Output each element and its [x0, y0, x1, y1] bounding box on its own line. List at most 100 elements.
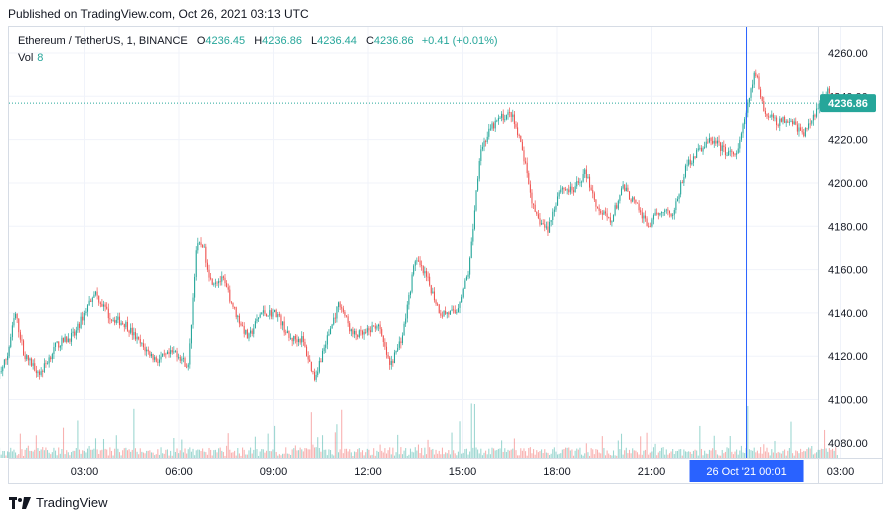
volume-bar — [560, 453, 562, 458]
candle-body — [736, 153, 738, 155]
candle-body — [299, 338, 301, 343]
volume-bar — [178, 453, 180, 458]
candle-body — [654, 212, 656, 216]
volume-bar — [445, 452, 447, 458]
candle-body — [505, 114, 507, 120]
candle-body — [397, 347, 399, 351]
volume-bar — [382, 452, 384, 458]
volume-bar — [641, 454, 643, 458]
candle-body — [152, 354, 154, 360]
candle-body — [636, 202, 639, 204]
volume-bar — [720, 455, 722, 458]
candle-body — [664, 210, 666, 213]
volume-bar — [248, 450, 250, 458]
volume-bar — [205, 452, 207, 458]
volume-bar — [707, 453, 709, 458]
volume-bar — [662, 447, 664, 458]
y-tick-label: 4200.00 — [828, 178, 868, 190]
volume-bar — [768, 452, 770, 458]
chart-frame[interactable] — [8, 26, 883, 484]
volume-bar — [147, 450, 149, 458]
candle-body — [472, 228, 474, 242]
change-value: +0.41 (+0.01%) — [421, 35, 498, 47]
volume-bar — [600, 453, 602, 458]
candle-body — [429, 276, 431, 286]
candle-body — [181, 358, 183, 361]
volume-bar — [521, 450, 523, 458]
candle-body — [686, 164, 688, 166]
volume-bar — [769, 455, 771, 458]
candle-body — [435, 300, 437, 304]
candle-body — [64, 336, 66, 342]
volume-bar — [798, 453, 800, 458]
candle-body — [501, 113, 503, 118]
candle-body — [387, 354, 389, 358]
candle-body — [662, 212, 664, 213]
volume-bar — [771, 449, 773, 458]
candle-body — [453, 309, 455, 311]
volume-bar — [45, 447, 47, 458]
candle-body — [184, 358, 186, 367]
candle-body — [345, 315, 348, 317]
candle-body — [350, 329, 352, 332]
candle-body — [178, 356, 180, 358]
candle-body — [275, 309, 277, 318]
volume-bar — [238, 453, 240, 458]
candle-body — [315, 374, 317, 380]
volume-bar — [171, 455, 173, 458]
volume-bar — [163, 453, 165, 458]
candle-body — [819, 103, 821, 109]
candle-body — [542, 223, 544, 225]
volume-bar — [644, 449, 647, 458]
volume-bar — [214, 449, 216, 458]
candle-body — [419, 260, 421, 266]
volume-bar — [269, 451, 271, 458]
candle-body — [158, 359, 160, 363]
candle-body — [462, 288, 464, 298]
volume-bar — [155, 454, 157, 458]
candle-body — [54, 342, 57, 347]
candle-body — [464, 280, 466, 289]
volume-bar — [708, 449, 710, 458]
volume-bar — [54, 450, 57, 458]
volume-bar — [360, 452, 362, 458]
volume-bar — [499, 448, 501, 458]
candle-body — [766, 113, 768, 117]
volume-bar — [429, 447, 431, 458]
volume-bar — [290, 454, 292, 458]
volume-bar — [232, 452, 234, 458]
volume-bar — [342, 453, 344, 458]
candle-body — [2, 366, 4, 372]
tradingview-footer[interactable]: TradingView — [9, 495, 108, 510]
candle-body — [588, 176, 591, 188]
volume-bar — [680, 449, 682, 458]
candle-body — [449, 310, 451, 315]
candle-body — [385, 346, 388, 355]
candle-body — [45, 363, 47, 365]
volume-bar — [32, 451, 34, 458]
candle-body — [798, 127, 800, 132]
volume-bar — [812, 454, 814, 458]
candle-body — [120, 322, 122, 326]
volume-bar — [264, 452, 266, 458]
volume-bar — [593, 454, 595, 458]
candle-body — [534, 204, 536, 212]
volume-bar — [424, 447, 426, 458]
candle-body — [628, 191, 631, 200]
candle-body — [326, 335, 328, 345]
volume-bar — [307, 449, 309, 458]
volume-bar — [393, 455, 396, 458]
candle-body — [182, 358, 184, 359]
candle-body — [673, 210, 675, 215]
candle-body — [253, 328, 255, 334]
volume-bar — [545, 452, 547, 458]
volume-bar — [579, 447, 581, 458]
x-tick-label: 09:00 — [260, 466, 288, 478]
volume-bar — [366, 448, 368, 458]
candle-body — [83, 313, 85, 321]
volume-bar — [780, 453, 782, 458]
volume-bar — [186, 453, 188, 458]
candle-body — [617, 200, 619, 209]
candle-body — [262, 310, 264, 313]
